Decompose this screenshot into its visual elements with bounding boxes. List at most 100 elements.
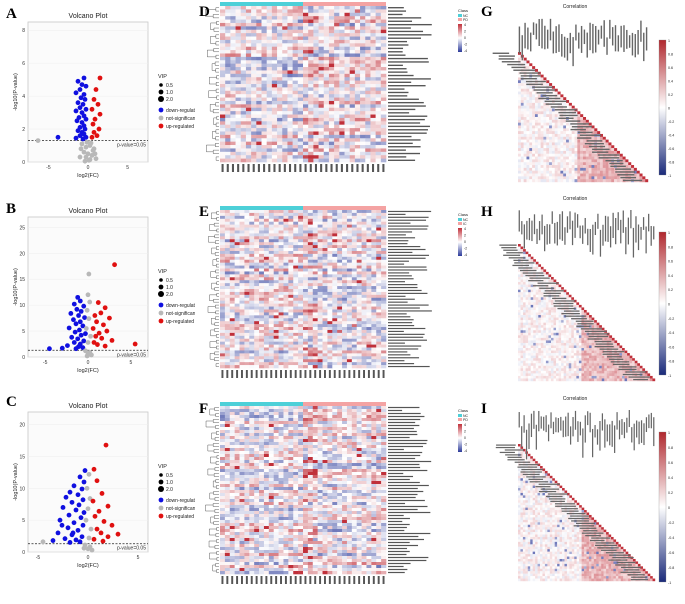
- heatmap-cell: [317, 315, 323, 319]
- heatmap-cell: [220, 324, 226, 328]
- heatmap-cell: [282, 43, 288, 47]
- heatmap-cell: [256, 84, 262, 88]
- heatmap-cell: [317, 338, 323, 342]
- heatmap-cell: [361, 478, 367, 482]
- heatmap-cell: [288, 233, 294, 237]
- heatmap-cell: [328, 16, 335, 20]
- heatmap-cell: [282, 73, 288, 78]
- heatmap-cell: [342, 236, 348, 240]
- heatmap-cell: [298, 239, 304, 243]
- heatmap-cell: [370, 70, 376, 75]
- heatmap-cell: [268, 321, 275, 325]
- heatmap-cell: [370, 9, 376, 14]
- heatmap-cell: [356, 300, 362, 304]
- heatmap-cell: [346, 280, 353, 284]
- heatmap-cell: [366, 329, 372, 334]
- heatmap-cell: [234, 271, 240, 275]
- heatmap-cell: [303, 80, 309, 85]
- heatmap-cell: [235, 56, 242, 61]
- heatmap-cell: [254, 224, 260, 228]
- data-point-up-regulated: [132, 341, 138, 347]
- heatmap-cell: [332, 415, 338, 419]
- heatmap-cell: [356, 478, 362, 482]
- heatmap-cell: [354, 114, 361, 119]
- heatmap-cell: [371, 218, 377, 223]
- heatmap-cell: [334, 151, 340, 156]
- heatmap-cell: [224, 460, 231, 464]
- heatmap-cell: [327, 424, 333, 428]
- row-label-mark: [388, 281, 406, 283]
- heatmap-cell: [263, 221, 270, 225]
- heatmap-cell: [332, 341, 338, 345]
- heatmap-cell: [288, 224, 294, 228]
- heatmap-cell: [254, 445, 260, 449]
- heatmap-cell: [249, 242, 255, 246]
- heatmap-cell: [259, 341, 265, 345]
- heatmap-cell: [371, 350, 377, 354]
- heatmap-cell: [317, 469, 323, 473]
- heatmap-cell: [312, 457, 318, 461]
- heatmap-cell: [244, 233, 250, 237]
- heatmap-cell: [220, 329, 226, 334]
- heatmap-cell: [288, 297, 294, 302]
- heatmap-cell: [220, 60, 226, 64]
- legend-vip-dot: [159, 473, 163, 477]
- heatmap-cell: [251, 22, 257, 27]
- heatmap-cell: [288, 463, 294, 467]
- heatmap-cell: [224, 297, 231, 302]
- heatmap-cell: [323, 158, 330, 163]
- heatmap-cell: [317, 262, 323, 266]
- heatmap-cell: [351, 300, 358, 304]
- heatmap-cell: [349, 73, 356, 78]
- heatmap-cell: [224, 451, 231, 455]
- heatmap-cell: [273, 291, 279, 296]
- heatmap-cell: [328, 9, 335, 14]
- heatmap-cell: [318, 111, 325, 115]
- heatmap-cell: [365, 56, 371, 61]
- data-point-down-regulated: [68, 311, 74, 316]
- heatmap-cell: [266, 138, 273, 142]
- heatmap-cell: [224, 341, 231, 345]
- legend-group-dot: [158, 513, 164, 519]
- heatmap-cell: [244, 341, 250, 345]
- heatmap-cell: [239, 286, 245, 290]
- heatmap-cell: [266, 97, 273, 102]
- heatmap-cell: [322, 239, 328, 243]
- heatmap-cell: [277, 87, 283, 92]
- heatmap-cell: [361, 324, 367, 328]
- heatmap-cell: [322, 215, 328, 220]
- heatmap-cell: [239, 321, 245, 325]
- heatmap-cell: [288, 448, 294, 452]
- heatmap-cell: [283, 303, 289, 307]
- heatmap-cell: [365, 138, 371, 142]
- heatmap-cell: [239, 309, 245, 313]
- heatmap-cell: [375, 134, 382, 139]
- heatmap-cell: [366, 409, 372, 413]
- heatmap-cell: [303, 70, 309, 75]
- heatmap-cell: [376, 460, 382, 464]
- heatmap-cell: [351, 457, 358, 461]
- heatmap-cell: [349, 117, 356, 122]
- heatmap-cell: [283, 289, 289, 293]
- heatmap-cell: [283, 221, 289, 225]
- heatmap-cell: [381, 215, 387, 220]
- heatmap-cell: [351, 315, 358, 319]
- heatmap-cell: [307, 427, 314, 431]
- heatmap-cell: [230, 131, 236, 136]
- heatmap-cell: [307, 341, 314, 345]
- heatmap-cell: [220, 94, 226, 98]
- heatmap-cell: [283, 493, 289, 497]
- heatmap-cell: [293, 297, 299, 302]
- heatmap-cell: [327, 406, 333, 410]
- heatmap-cell: [303, 218, 309, 223]
- heatmap-cell: [277, 158, 283, 163]
- heatmap-cell: [259, 347, 265, 351]
- heatmap-cell: [271, 29, 278, 34]
- heatmap-cell: [360, 138, 366, 142]
- heatmap-cell: [317, 230, 323, 234]
- heatmap-cell: [229, 268, 235, 272]
- heatmap-cell: [266, 53, 273, 58]
- heatmap-cell: [240, 114, 247, 119]
- heatmap-cell: [303, 212, 309, 217]
- heatmap-cell: [349, 53, 356, 58]
